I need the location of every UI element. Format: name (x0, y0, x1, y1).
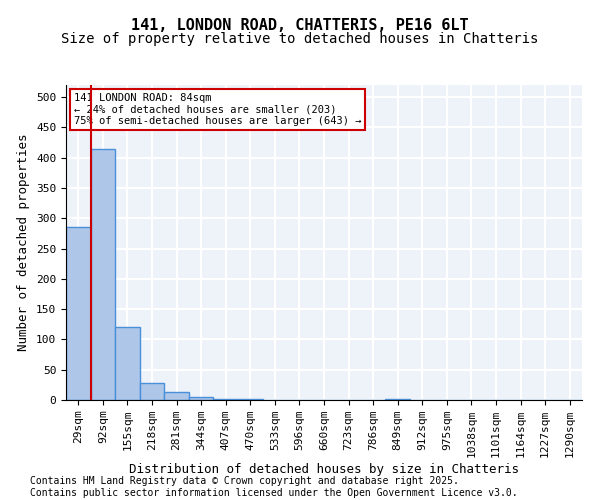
Bar (91, 148, 115, 400)
Bar (189, 397, 214, 400)
Y-axis label: Number of detached properties: Number of detached properties (17, 134, 31, 351)
Text: Size of property relative to detached houses in Chatteris: Size of property relative to detached ho… (61, 32, 539, 46)
Text: Contains HM Land Registry data © Crown copyright and database right 2025.
Contai: Contains HM Land Registry data © Crown c… (30, 476, 518, 498)
Text: 141, LONDON ROAD, CHATTERIS, PE16 6LT: 141, LONDON ROAD, CHATTERIS, PE16 6LT (131, 18, 469, 32)
Bar (115, 328, 140, 400)
X-axis label: Distribution of detached houses by size in Chatteris: Distribution of detached houses by size … (129, 462, 519, 475)
Text: 141 LONDON ROAD: 84sqm
← 24% of detached houses are smaller (203)
75% of semi-de: 141 LONDON ROAD: 84sqm ← 24% of detached… (74, 93, 361, 126)
Bar (164, 392, 189, 400)
Bar (140, 383, 164, 400)
Bar (66, 228, 91, 400)
